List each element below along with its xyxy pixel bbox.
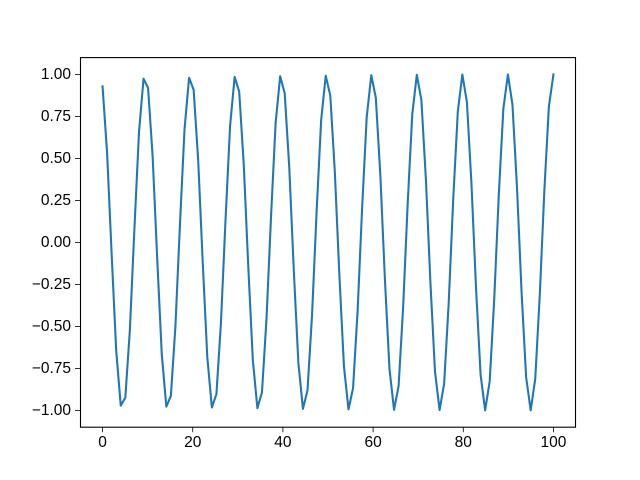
svg-text:40: 40 bbox=[274, 434, 292, 451]
svg-text:0: 0 bbox=[98, 434, 107, 451]
svg-text:−0.50: −0.50 bbox=[32, 318, 72, 335]
svg-text:0.50: 0.50 bbox=[41, 150, 72, 167]
svg-text:60: 60 bbox=[364, 434, 382, 451]
svg-text:20: 20 bbox=[184, 434, 202, 451]
svg-text:0.75: 0.75 bbox=[41, 108, 71, 125]
svg-text:−0.75: −0.75 bbox=[32, 360, 71, 377]
svg-text:100: 100 bbox=[541, 434, 567, 451]
svg-text:−0.25: −0.25 bbox=[32, 276, 71, 293]
svg-text:1.00: 1.00 bbox=[41, 66, 72, 83]
svg-text:−1.00: −1.00 bbox=[32, 402, 72, 419]
svg-text:80: 80 bbox=[455, 434, 473, 451]
svg-text:0.25: 0.25 bbox=[41, 192, 71, 209]
svg-text:0.00: 0.00 bbox=[41, 234, 72, 251]
